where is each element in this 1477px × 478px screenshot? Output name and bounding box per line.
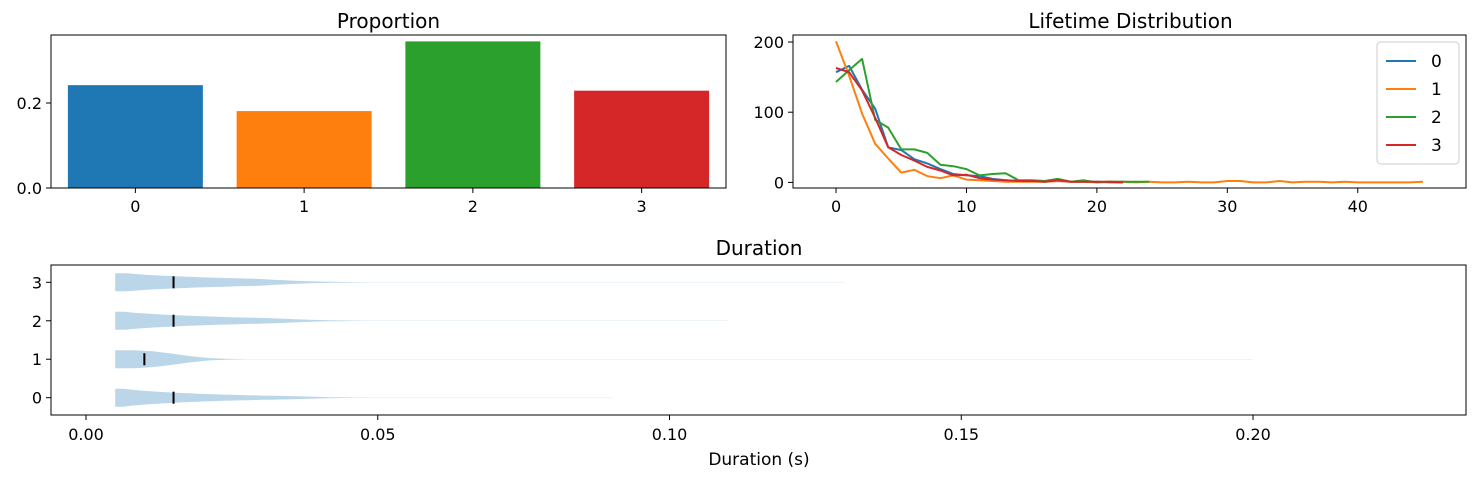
legend-label: 3: [1431, 136, 1442, 156]
proportion-bar-chart: Proportion 0 1 2 3 0.0 0.2: [17, 9, 727, 216]
violin-body-0: [115, 388, 612, 407]
chart-title-duration: Duration: [716, 236, 803, 260]
violin-axes: 0.00 0.05 0.10 0.15 0.20 0 1 2 3: [32, 264, 1467, 444]
y-tick-label: 3: [32, 273, 42, 292]
x-tick-label: 3: [637, 197, 647, 216]
chart-title-proportion: Proportion: [337, 9, 440, 33]
plot-frame: [50, 264, 1467, 416]
x-tick-label: 20: [1087, 197, 1107, 216]
y-tick-label: 0.2: [17, 94, 42, 113]
bar: [67, 85, 203, 188]
line-marks: [835, 40, 1424, 184]
x-tick-label: 0.05: [360, 425, 396, 444]
legend: 0 1 2 3: [1376, 41, 1460, 165]
violin-body-1: [115, 350, 1254, 369]
bar-axes: 0 1 2 3 0.0 0.2: [17, 34, 727, 216]
violin-body-3: [115, 273, 845, 292]
x-tick-label: 10: [956, 197, 976, 216]
series-line-3: [835, 67, 1124, 184]
y-tick-label: 200: [753, 33, 784, 52]
bar-marks: [67, 41, 710, 188]
y-tick-label: 0: [774, 173, 784, 192]
x-tick-label: 0.00: [68, 425, 104, 444]
x-tick-label: 0.20: [1235, 425, 1271, 444]
x-tick-label: 0.10: [652, 425, 688, 444]
plot-frame: [50, 34, 727, 189]
y-tick-label: 1: [32, 350, 42, 369]
duration-violin-chart: Duration 0.00 0.05 0.10 0.15 0.20 0 1 2 3 Durati…: [32, 236, 1467, 470]
y-tick-label: 0: [32, 389, 42, 408]
x-axis-label-duration: Duration (s): [708, 450, 809, 470]
legend-box: [1376, 41, 1460, 165]
legend-label: 0: [1431, 52, 1442, 72]
y-tick-label: 100: [753, 103, 784, 122]
x-tick-label: 1: [299, 197, 309, 216]
x-tick-label: 0.15: [943, 425, 979, 444]
x-tick-label: 30: [1217, 197, 1237, 216]
bar: [574, 90, 710, 188]
bar: [405, 41, 541, 188]
plot-frame: [792, 34, 1467, 189]
series-line-1: [835, 40, 1424, 184]
legend-label: 2: [1431, 108, 1442, 128]
series-line-2: [835, 57, 1150, 184]
y-tick-label: 0.0: [17, 179, 42, 198]
x-tick-label: 0: [831, 197, 841, 216]
violin-marks: [115, 273, 1254, 407]
violin-body-2: [115, 311, 728, 330]
x-tick-label: 0: [130, 197, 140, 216]
x-tick-label: 2: [468, 197, 478, 216]
x-tick-label: 40: [1348, 197, 1368, 216]
legend-label: 1: [1431, 80, 1442, 100]
bar: [236, 111, 372, 188]
y-tick-label: 2: [32, 312, 42, 331]
chart-title-lifetime: Lifetime Distribution: [1028, 9, 1232, 33]
